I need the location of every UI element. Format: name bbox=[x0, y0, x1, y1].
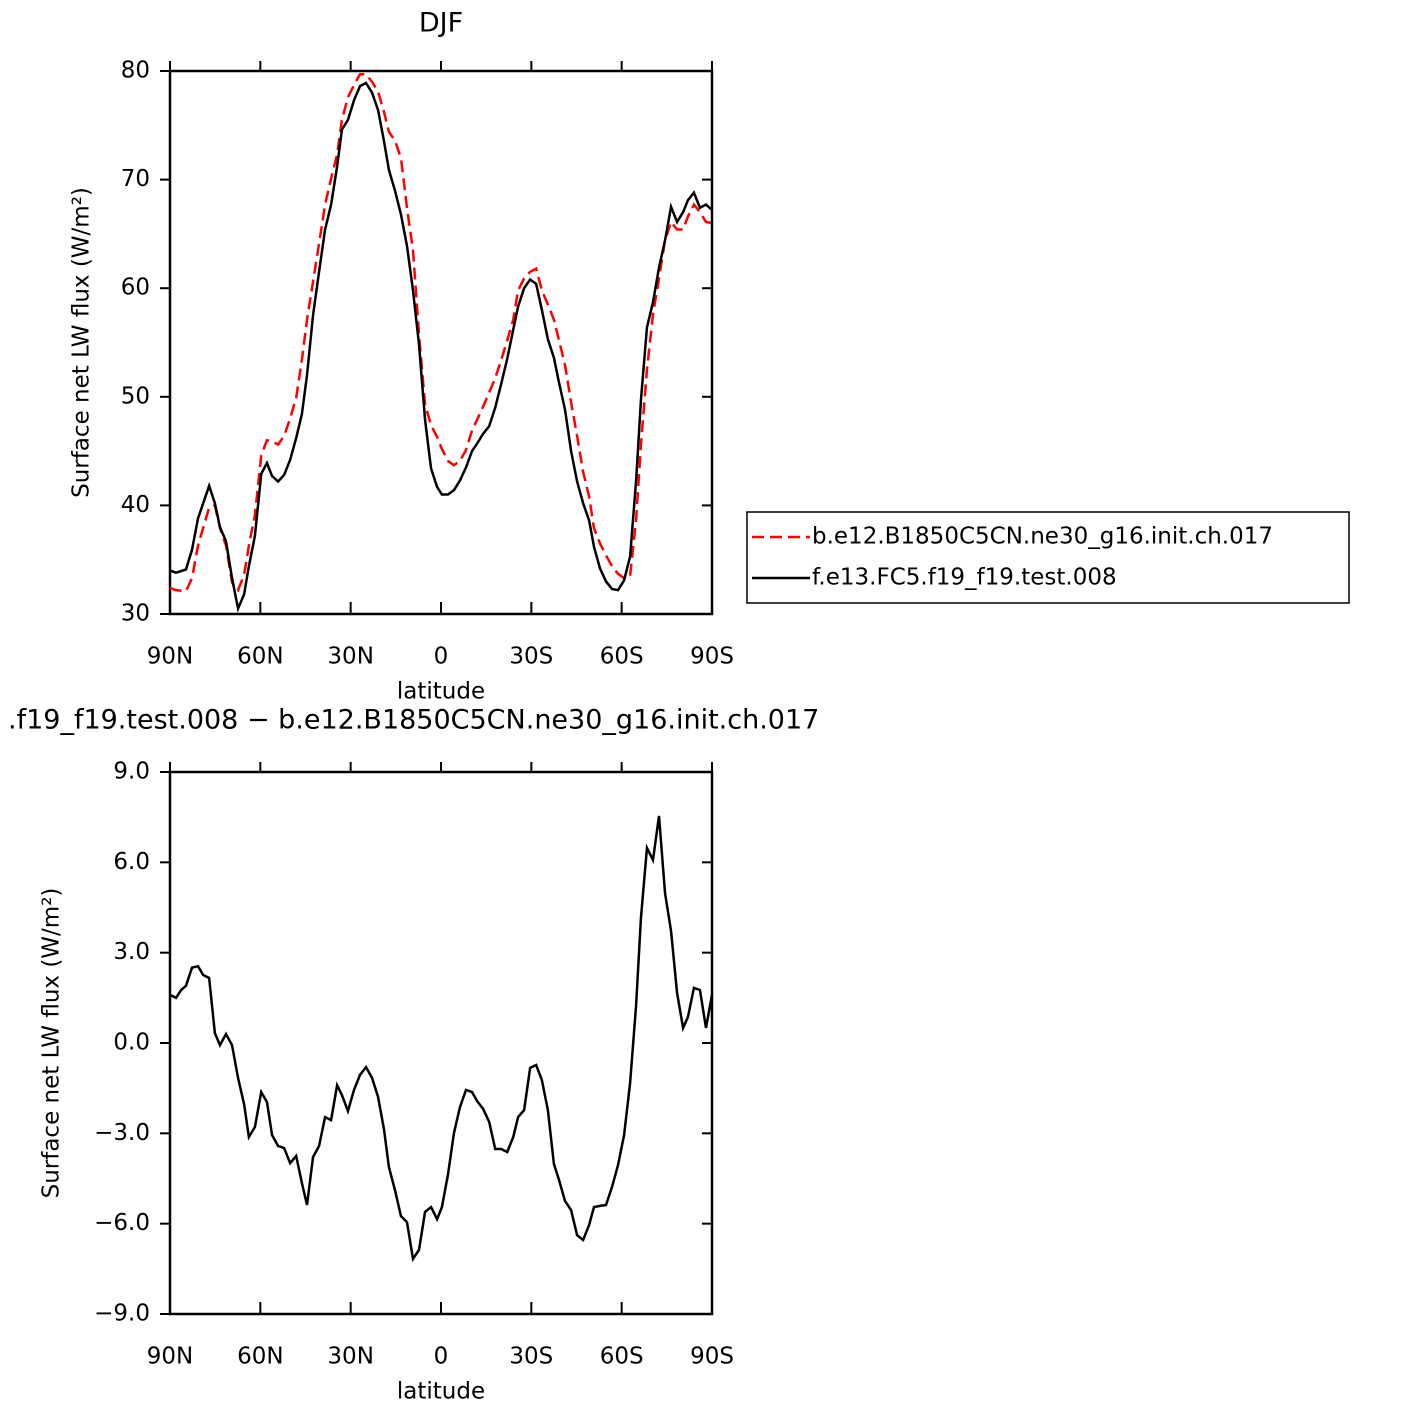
x-tick-label: 90S bbox=[690, 1344, 734, 1370]
y-tick-label: 70 bbox=[121, 166, 150, 192]
series-line bbox=[169, 815, 714, 1263]
y-axis-label: Surface net LW flux (W/m²) bbox=[69, 187, 95, 498]
chart-title: DJF bbox=[419, 8, 463, 39]
y-tick-label: 0.0 bbox=[113, 1030, 150, 1056]
x-tick-label: 90N bbox=[147, 644, 193, 670]
y-axis-label: Surface net LW flux (W/m²) bbox=[39, 888, 65, 1199]
plot-frame bbox=[168, 770, 714, 1316]
y-tick-label: 9.0 bbox=[113, 759, 150, 785]
y-tick-label: 50 bbox=[121, 383, 150, 409]
y-tick-label: 40 bbox=[121, 492, 150, 518]
legend-box bbox=[746, 511, 1350, 604]
x-tick-label: 30N bbox=[327, 644, 373, 670]
x-axis-label: latitude bbox=[397, 1379, 485, 1405]
y-tick-label: 60 bbox=[121, 275, 150, 301]
x-tick-label: 90N bbox=[147, 1344, 193, 1370]
y-tick-label: 80 bbox=[121, 58, 150, 84]
y-tick-label: 6.0 bbox=[113, 849, 150, 875]
x-tick-label: 60N bbox=[237, 644, 283, 670]
legend-label: b.e12.B1850C5CN.ne30_g16.init.ch.017 bbox=[812, 524, 1273, 550]
x-tick-label: 30S bbox=[509, 1344, 553, 1370]
x-tick-label: 0 bbox=[434, 644, 449, 670]
series-line bbox=[169, 73, 713, 593]
series-line bbox=[169, 81, 713, 613]
x-tick-label: 30S bbox=[509, 644, 553, 670]
legend-label: f.e13.FC5.f19_f19.test.008 bbox=[812, 565, 1117, 591]
y-tick-label: −9.0 bbox=[94, 1301, 150, 1327]
x-axis-label: latitude bbox=[397, 679, 485, 705]
chart-title: .f19_f19.test.008 − b.e12.B1850C5CN.ne30… bbox=[8, 705, 819, 736]
x-tick-label: 60N bbox=[237, 1344, 283, 1370]
y-tick-label: 3.0 bbox=[113, 939, 150, 965]
x-tick-label: 0 bbox=[434, 1344, 449, 1370]
x-tick-label: 30N bbox=[327, 1344, 373, 1370]
y-tick-label: −3.0 bbox=[94, 1120, 150, 1146]
x-tick-label: 90S bbox=[690, 644, 734, 670]
y-tick-label: 30 bbox=[121, 601, 150, 627]
x-tick-label: 60S bbox=[600, 1344, 644, 1370]
y-tick-label: −6.0 bbox=[94, 1210, 150, 1236]
x-tick-label: 60S bbox=[600, 644, 644, 670]
